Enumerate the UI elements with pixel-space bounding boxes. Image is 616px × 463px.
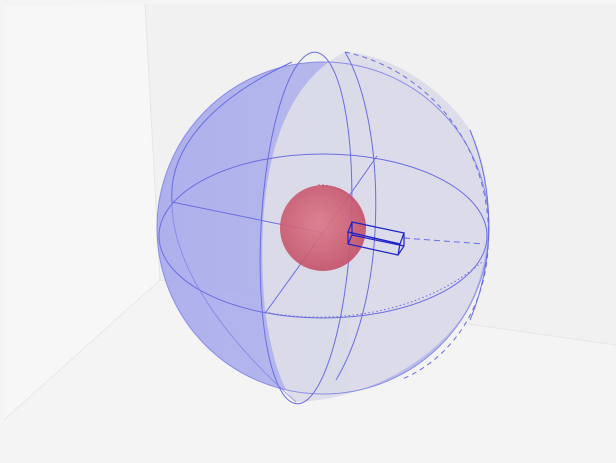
meridian-right xyxy=(335,51,377,381)
floor-edge-left xyxy=(3,279,161,421)
box-edge-bottom-back xyxy=(351,234,405,247)
box-edge-bottom-right xyxy=(397,245,405,256)
wireframe-box[interactable] xyxy=(347,221,405,256)
equator-ring xyxy=(158,153,488,319)
latitude-arc-left xyxy=(171,61,293,203)
inner-sphere-body xyxy=(280,185,366,271)
inner-sphere[interactable] xyxy=(280,184,366,271)
axis-horizontal-right-dashed xyxy=(403,237,485,245)
inner-sphere-dashed-rim xyxy=(317,184,364,223)
meridian-far-edge xyxy=(469,129,490,321)
box-edge-mid xyxy=(347,234,353,245)
back-wall-left xyxy=(4,4,160,420)
latitude-arc-left-lower xyxy=(171,201,297,403)
